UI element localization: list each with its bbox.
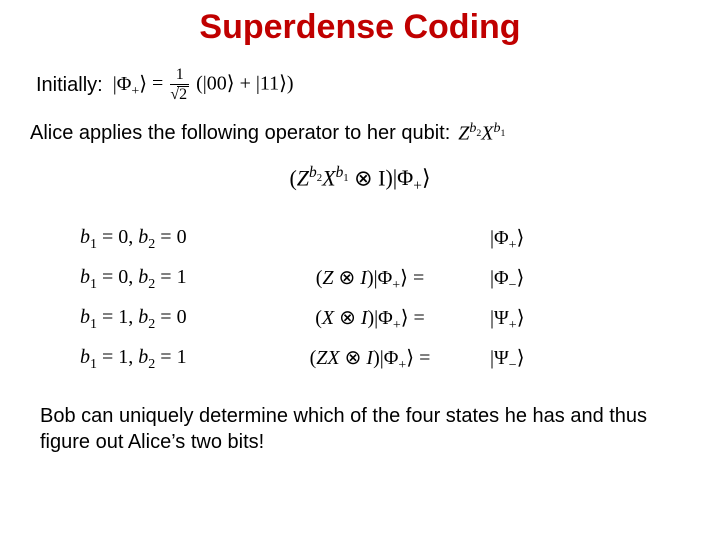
case-row: b1 = 0, b2 = 0 |Φ+⟩ bbox=[80, 219, 720, 259]
case-row: b1 = 0, b2 = 1 (Z ⊗ I)|Φ+⟩ = |Φ−⟩ bbox=[80, 259, 720, 299]
cases-table: b1 = 0, b2 = 0 |Φ+⟩ b1 = 0, b2 = 1 (Z ⊗ … bbox=[80, 219, 720, 379]
alice-text: Alice applies the following operator to … bbox=[30, 122, 450, 145]
center-equation: (Zb2Xb1 ⊗ I)|Φ+⟩ bbox=[0, 164, 720, 196]
case-result: |Φ−⟩ bbox=[490, 265, 610, 294]
case-bits: b1 = 0, b2 = 0 bbox=[80, 226, 250, 253]
frac-num: 1 bbox=[170, 67, 189, 85]
initial-state-eq: |Φ+⟩ = 1 2 (|00⟩ + |11⟩) bbox=[113, 67, 294, 103]
case-result: |Ψ+⟩ bbox=[490, 305, 610, 334]
case-op: (Z ⊗ I)|Φ+⟩ = bbox=[250, 265, 490, 294]
initially-line: Initially: |Φ+⟩ = 1 2 (|00⟩ + |11⟩) bbox=[36, 67, 684, 103]
phi-plus-sub: + bbox=[131, 84, 139, 99]
initial-paren: (|00⟩ + |11⟩) bbox=[196, 73, 293, 95]
case-row: b1 = 1, b2 = 1 (ZX ⊗ I)|Φ+⟩ = |Ψ−⟩ bbox=[80, 339, 720, 379]
fraction: 1 2 bbox=[170, 67, 189, 103]
alice-line: Alice applies the following operator to … bbox=[30, 121, 690, 146]
initially-label: Initially: bbox=[36, 74, 103, 97]
case-result: |Ψ−⟩ bbox=[490, 345, 610, 374]
case-op: (ZX ⊗ I)|Φ+⟩ = bbox=[250, 345, 490, 374]
case-result: |Φ+⟩ bbox=[490, 225, 610, 254]
case-bits: b1 = 1, b2 = 0 bbox=[80, 306, 250, 333]
case-op: (X ⊗ I)|Φ+⟩ = bbox=[250, 305, 490, 334]
bottom-text: Bob can uniquely determine which of the … bbox=[40, 403, 680, 455]
page-title: Superdense Coding bbox=[0, 8, 720, 47]
case-bits: b1 = 1, b2 = 1 bbox=[80, 346, 250, 373]
case-bits: b1 = 0, b2 = 1 bbox=[80, 266, 250, 293]
case-row: b1 = 1, b2 = 0 (X ⊗ I)|Φ+⟩ = |Ψ+⟩ bbox=[80, 299, 720, 339]
alice-operator: Zb2Xb1 bbox=[458, 121, 505, 146]
frac-den: 2 bbox=[170, 85, 189, 103]
